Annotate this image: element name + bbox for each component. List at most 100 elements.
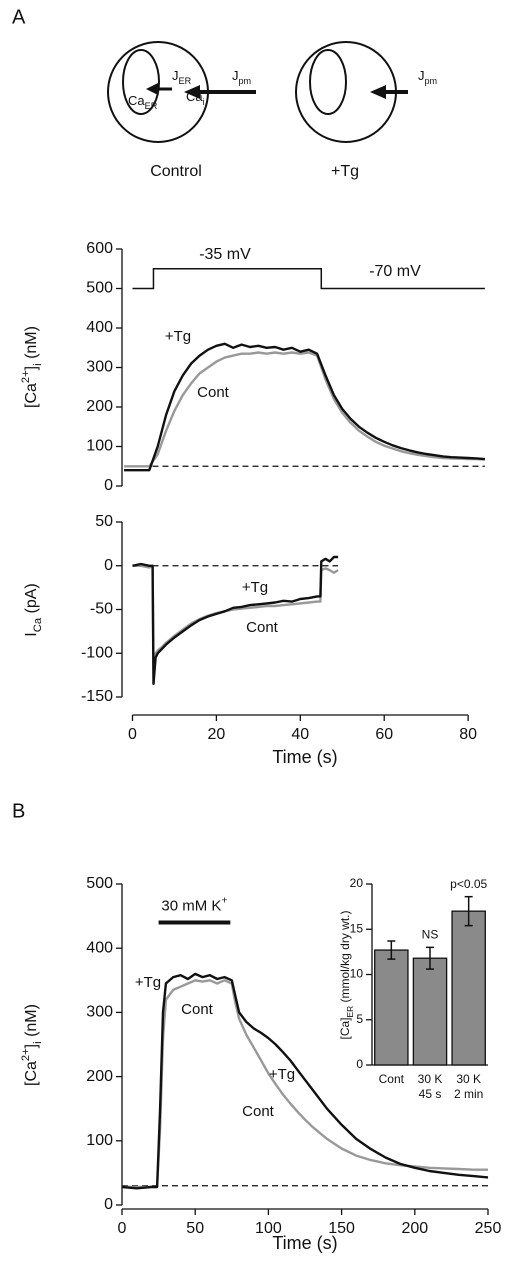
text-part: I (23, 632, 40, 636)
arrow-head (370, 85, 386, 99)
diagram-label: Jpm (232, 68, 251, 86)
x-tick-label: 50 (186, 1220, 204, 1237)
y-tick-label: 200 (86, 1068, 113, 1085)
data-line (124, 351, 485, 468)
y-tick-label: 500 (86, 280, 113, 297)
text-part: [Ca (23, 383, 40, 408)
x-axis-label: Time (s) (272, 747, 337, 767)
y-tick-label: 100 (86, 438, 113, 455)
text-part: i (203, 97, 205, 107)
text-part: 30 mM K (161, 897, 221, 914)
y-tick-label: 500 (86, 875, 113, 892)
voltage-protocol (132, 268, 485, 290)
y-axis-label: [Ca2+]i (nM) (20, 1004, 44, 1086)
x-axis-label: Time (s) (272, 1233, 337, 1253)
y-tick-label: 50 (95, 513, 113, 530)
text-part: 2+ (20, 370, 32, 383)
diagram-caption: Control (150, 163, 202, 180)
series-label: +Tg (135, 974, 161, 991)
series-label: Cont (246, 619, 279, 636)
significance-label: NS (422, 928, 439, 942)
text-part: (pA) (23, 583, 40, 618)
y-axis-label: [Ca]ER (mmol/kg dry wt.) (338, 911, 355, 1040)
text-part: J (418, 68, 425, 83)
text-part: (nM) (23, 1004, 40, 1041)
y-tick-label: 0 (356, 1057, 363, 1071)
data-line (132, 555, 339, 686)
y-tick-label: -50 (90, 601, 113, 618)
data-line (124, 342, 485, 472)
y-tick-label: 0 (104, 557, 113, 574)
y-tick-label: 5 (356, 1012, 363, 1026)
y-axis-label: [Ca2+]i (nM) (20, 326, 44, 408)
text-part: (mmol/kg dry wt.) (338, 911, 352, 1006)
arrow-head (184, 85, 200, 99)
y-tick-label: 600 (86, 240, 113, 257)
y-tick-label: 100 (86, 1132, 113, 1149)
diagram-label: Cai (186, 89, 205, 107)
text-part: Ca (186, 89, 203, 104)
x-tick-label: 30 K (456, 1072, 481, 1086)
x-tick-label: 2 min (454, 1087, 483, 1101)
x-tick-label: 100 (255, 1220, 282, 1237)
text-part: ER (179, 76, 192, 86)
diagram-label: JER (172, 68, 192, 86)
x-tick-label: 45 s (419, 1087, 442, 1101)
x-tick-label: 0 (128, 726, 137, 743)
text-part: pm (425, 76, 438, 86)
y-tick-label: 400 (86, 319, 113, 336)
text-part: Ca (32, 617, 44, 632)
x-tick-label: 20 (207, 726, 225, 743)
text-part: J (172, 68, 179, 83)
y-tick-label: 20 (350, 876, 364, 890)
series-label: +Tg (242, 579, 268, 596)
y-tick-label: 300 (86, 359, 113, 376)
text-part: ER (345, 1006, 355, 1018)
diagram-caption: +Tg (331, 163, 359, 180)
x-tick-label: 80 (459, 726, 477, 743)
panel-label: B (12, 800, 25, 822)
er-outline (309, 49, 347, 115)
stimulus-label: 30 mM K+ (161, 894, 227, 914)
diagram-label: Jpm (418, 68, 437, 86)
arrow-head (146, 83, 158, 95)
er-outline (122, 49, 160, 115)
y-tick-label: 0 (104, 477, 113, 494)
x-tick-label: 0 (118, 1220, 127, 1237)
x-tick-label: 40 (291, 726, 309, 743)
y-tick-label: 15 (350, 921, 364, 935)
x-tick-label: 30 K (418, 1072, 443, 1086)
text-part: + (221, 894, 227, 906)
bar (374, 949, 409, 1066)
y-tick-label: 400 (86, 939, 113, 956)
y-tick-label: -150 (81, 688, 113, 705)
text-part: i (32, 363, 44, 366)
protocol-label: -35 mV (199, 246, 251, 263)
data-line (121, 972, 489, 1190)
panel-label: A (12, 6, 26, 28)
x-tick-label: 250 (475, 1220, 502, 1237)
x-tick-label: 150 (328, 1220, 355, 1237)
text-part: (nM) (23, 326, 40, 363)
text-part: pm (239, 76, 252, 86)
text-part: ] (23, 366, 40, 370)
series-label: Cont (242, 1103, 275, 1120)
x-tick-label: Cont (379, 1072, 405, 1086)
series-label: +Tg (269, 1066, 295, 1083)
y-tick-label: 300 (86, 1004, 113, 1021)
y-axis-label: ICa (pA) (23, 583, 44, 636)
text-part: i (32, 1041, 44, 1044)
text-part: 2+ (20, 1048, 32, 1061)
y-tick-label: 0 (104, 1196, 113, 1213)
text-part: ] (23, 1044, 40, 1048)
y-tick-label: 200 (86, 398, 113, 415)
data-line (132, 564, 339, 672)
text-part: J (232, 68, 239, 83)
x-tick-label: 60 (375, 726, 393, 743)
series-label: Cont (181, 1001, 214, 1018)
significance-label: p<0.05 (450, 877, 487, 891)
protocol-label: -70 mV (369, 263, 421, 280)
series-label: +Tg (165, 328, 191, 345)
series-label: Cont (197, 384, 230, 401)
